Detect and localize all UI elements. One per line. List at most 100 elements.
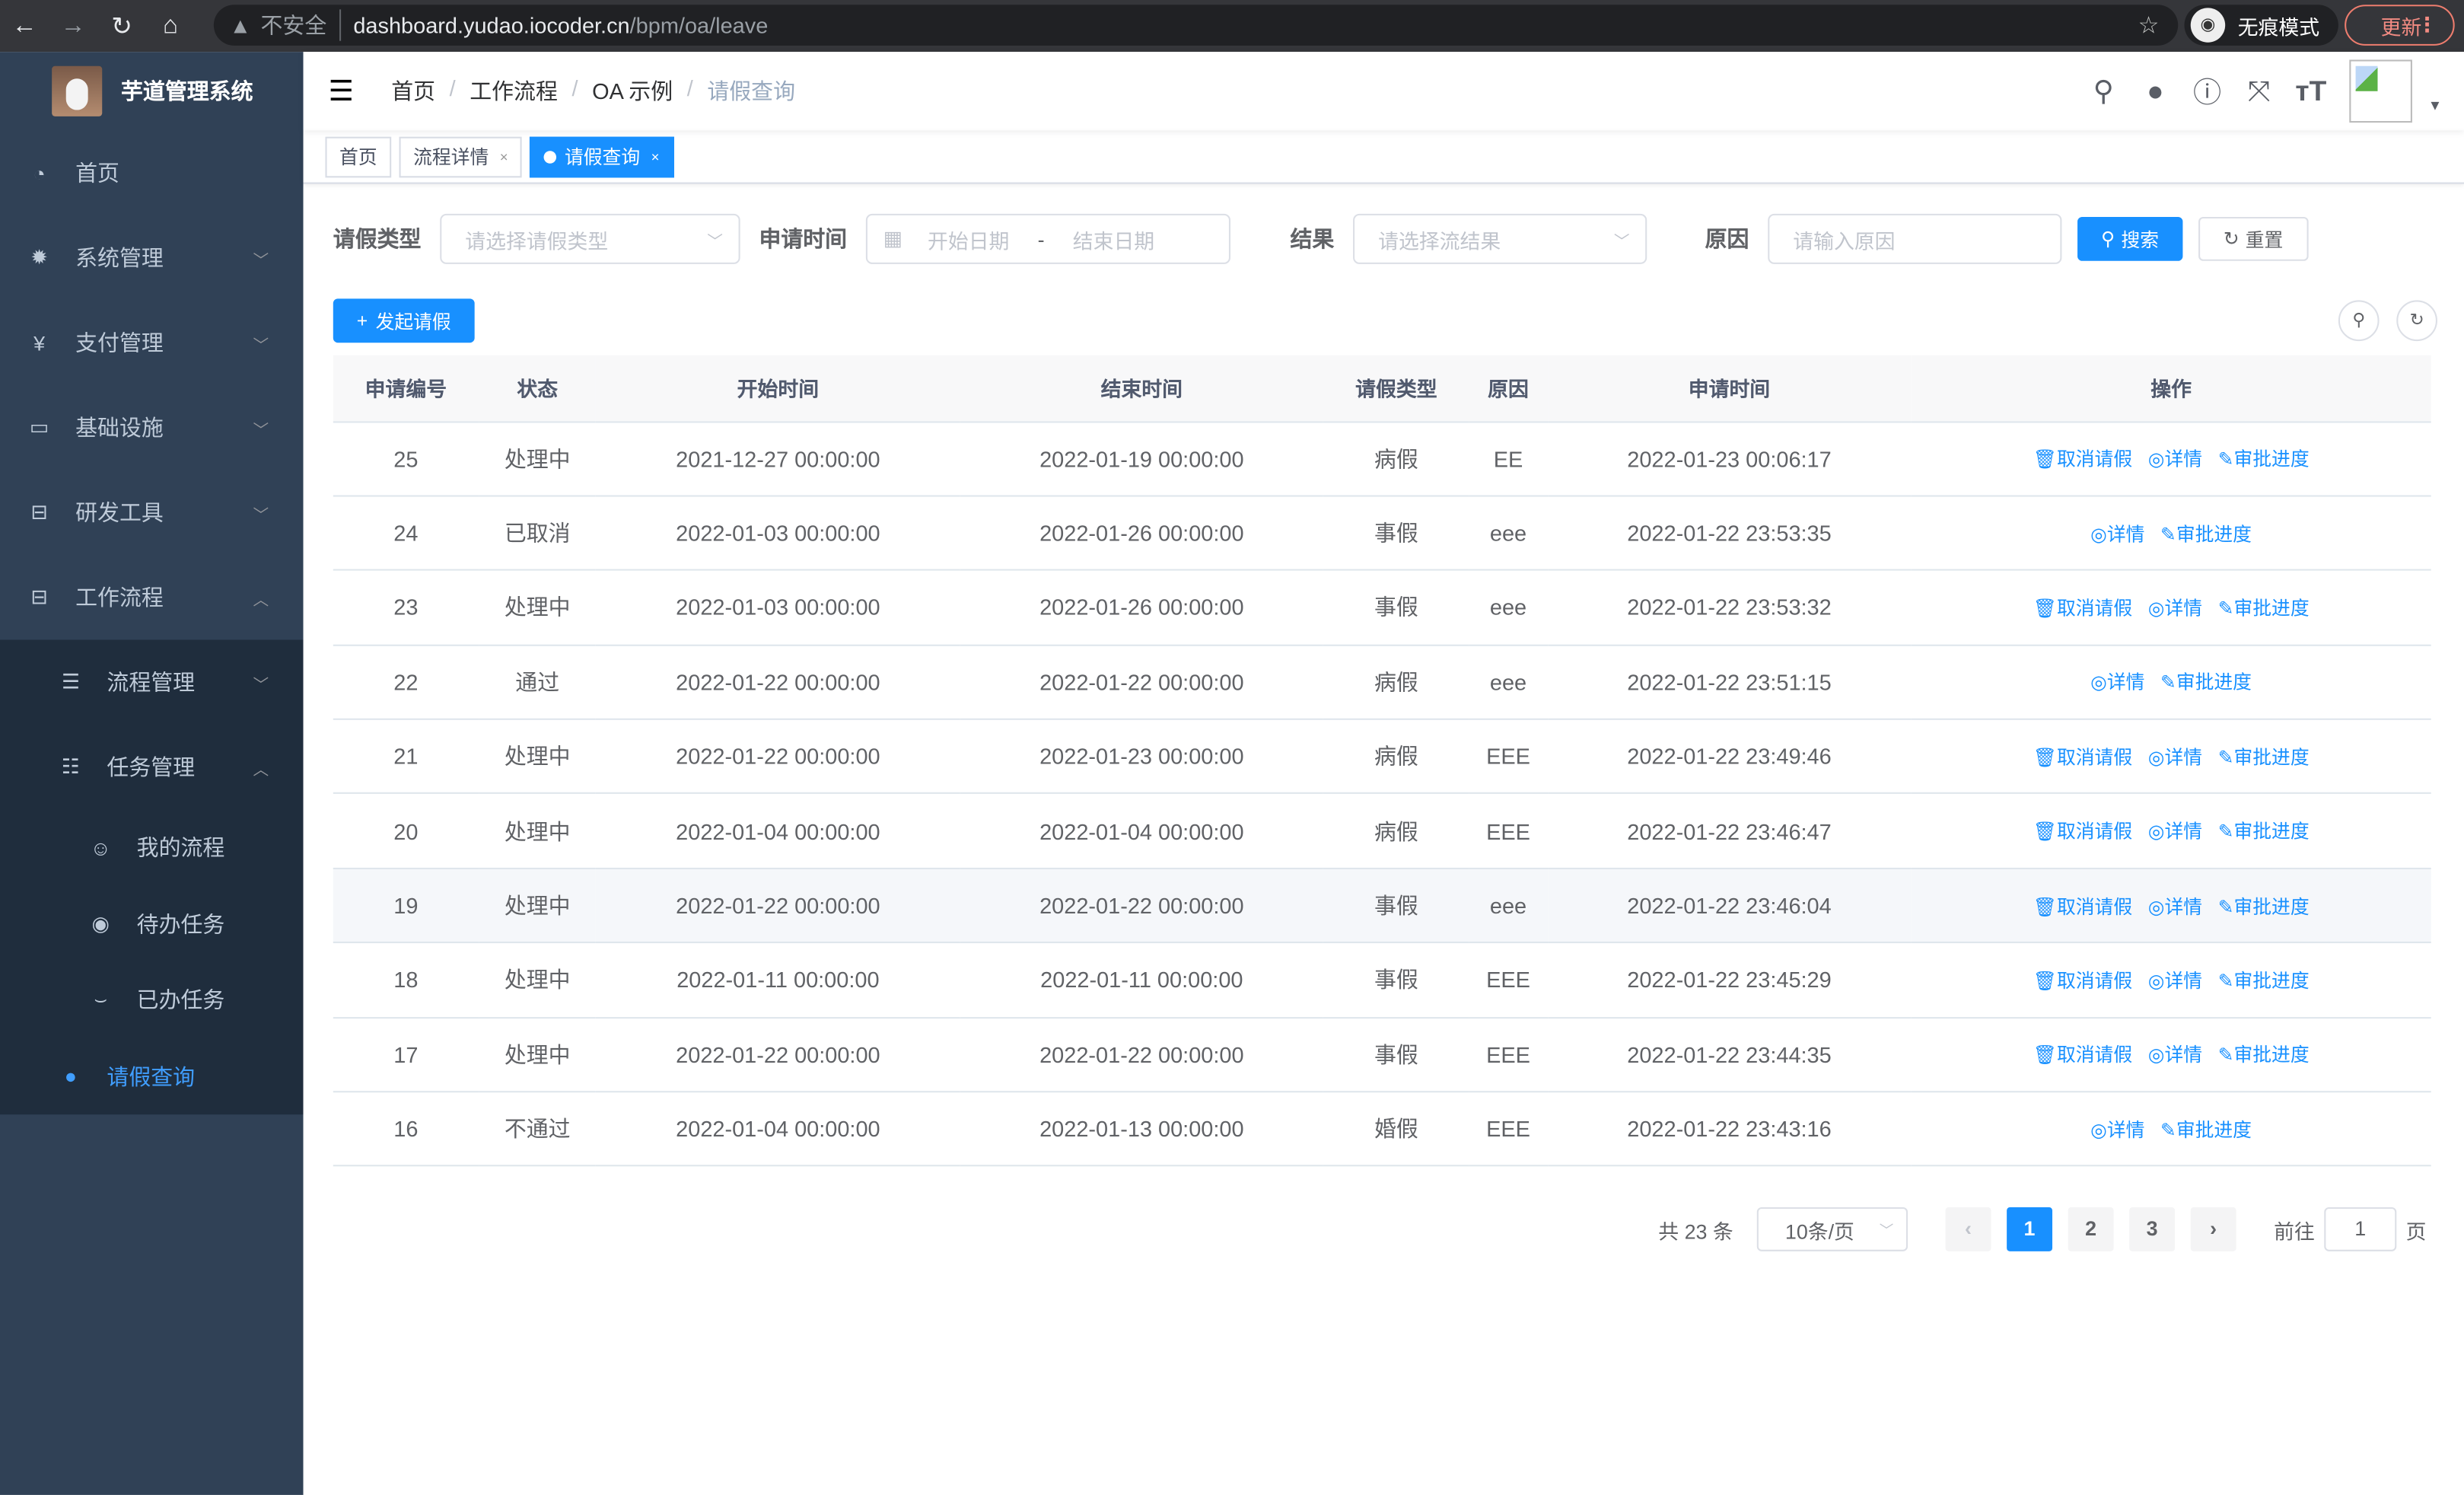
sidebar-item-bpm[interactable]: ⊟ 工作流程 ︿ [0,555,304,640]
sidebar-item-leave[interactable]: ● 请假查询 [0,1038,304,1114]
page-1[interactable]: 1 [2007,1207,2052,1251]
sidebar-item-home[interactable]: ◔ 首页 [0,130,304,215]
cancel-leave-button[interactable]: 🗑︎取消请假 [2033,598,2133,620]
caret-down-icon[interactable]: ▼ [2427,97,2443,113]
cancel-leave-button[interactable]: 🗑︎取消请假 [2033,970,2133,992]
progress-button[interactable]: ✎审批进度 [2218,448,2310,470]
table-row[interactable]: 21 处理中 2022-01-22 00:00:00 2022-01-23 00:00… [333,719,2431,795]
progress-button[interactable]: ✎审批进度 [2218,821,2310,843]
add-leave-button[interactable]: + 发起请假 [333,298,475,343]
page-2[interactable]: 2 [2068,1207,2114,1251]
progress-button[interactable]: ✎审批进度 [2160,1119,2252,1141]
detail-button[interactable]: ◎详情 [2090,1119,2144,1141]
breadcrumb-item[interactable]: OA 示例 [592,78,673,104]
detail-button[interactable]: ◎详情 [2148,970,2202,992]
tag-leave[interactable]: 请假查询 × [530,135,674,177]
start-date-input[interactable]: 开始日期 [928,228,1010,253]
reload-icon[interactable]: ↻ [111,13,132,40]
refresh-icon[interactable]: ↻ [2396,300,2437,342]
sidebar-item-pay[interactable]: ¥ 支付管理 ﹀ [0,300,304,385]
sidebar-item-task-manage[interactable]: ☷ 任务管理 ︿ [0,725,304,810]
sidebar-item-tool[interactable]: ⊟ 研发工具 ﹀ [0,470,304,555]
table-row[interactable]: 22 通过 2022-01-22 00:00:00 2022-01-22 00:00:… [333,645,2431,720]
table-row[interactable]: 25 处理中 2021-12-27 00:00:00 2022-01-19 00:00… [333,421,2431,497]
progress-button[interactable]: ✎审批进度 [2218,598,2310,620]
reason-input[interactable]: 请输入原因 [1768,213,2062,264]
date-range-picker[interactable]: ▦ 开始日期 - 结束日期 [865,213,1230,264]
detail-button[interactable]: ◎详情 [2148,895,2202,917]
page-size-select[interactable]: 10条/页 ﹀ [1756,1207,1908,1251]
detail-button[interactable]: ◎详情 [2148,821,2202,843]
progress-button[interactable]: ✎审批进度 [2160,523,2252,545]
breadcrumb-item[interactable]: 工作流程 [470,78,558,104]
table-row[interactable]: 23 处理中 2022-01-03 00:00:00 2022-01-26 00:00… [333,570,2431,646]
table-cell: 2022-01-11 00:00:00 [596,942,960,1018]
result-select[interactable]: 请选择流结果 ﹀ [1353,213,1647,264]
leave-type-select[interactable]: 请选择请假类型 ﹀ [440,213,740,264]
tag-process-detail[interactable]: 流程详情 × [399,135,523,177]
sidebar-item-system[interactable]: ✹ 系统管理 ﹀ [0,215,304,301]
table-cell: eee [1469,868,1548,944]
tag-home[interactable]: 首页 [325,135,392,177]
logo[interactable]: 芋道管理系统 [0,52,304,130]
table-row[interactable]: 16 不通过 2022-01-04 00:00:00 2022-01-13 00:00… [333,1092,2431,1168]
back-icon[interactable]: ← [11,11,37,39]
sidebar-item-infra[interactable]: ▭ 基础设施 ﹀ [0,385,304,470]
home-icon[interactable]: ⌂ [163,11,179,39]
close-icon[interactable]: × [499,148,508,164]
cancel-leave-button[interactable]: 🗑︎取消请假 [2033,746,2133,768]
cancel-leave-button[interactable]: 🗑︎取消请假 [2033,821,2133,843]
toggle-search-icon[interactable]: ⚲ [2338,300,2380,342]
cancel-leave-button[interactable]: 🗑︎取消请假 [2033,1044,2133,1066]
search-icon[interactable]: ⚲ [2093,75,2114,107]
address-bar[interactable]: ▲ 不安全 dashboard.yudao.iocoder.cn/bpm/oa/… [213,5,2179,46]
detail-button[interactable]: ◎详情 [2148,448,2202,470]
table-row[interactable]: 19 处理中 2022-01-22 00:00:00 2022-01-22 00:00… [333,868,2431,944]
progress-button[interactable]: ✎审批进度 [2218,1044,2310,1066]
table-cell: 23 [333,570,479,646]
next-page-button[interactable]: › [2190,1207,2236,1251]
table-cell: 处理中 [479,1017,597,1093]
menu-label: 工作流程 [75,585,164,610]
avatar[interactable] [2349,59,2413,123]
detail-button[interactable]: ◎详情 [2090,523,2144,545]
close-icon[interactable]: × [651,148,660,164]
cancel-leave-button[interactable]: 🗑︎取消请假 [2033,448,2133,470]
progress-button[interactable]: ✎审批进度 [2218,970,2310,992]
update-button[interactable]: 更新 ⋮ [2345,5,2455,46]
detail-button[interactable]: ◎详情 [2148,1044,2202,1066]
detail-button[interactable]: ◎详情 [2148,598,2202,620]
progress-button[interactable]: ✎审批进度 [2218,895,2310,917]
table-row[interactable]: 17 处理中 2022-01-22 00:00:00 2022-01-22 00:00… [333,1017,2431,1093]
incognito-badge[interactable]: ◉ 无痕模式 [2184,5,2338,46]
table-cell: 2022-01-22 00:00:00 [596,645,960,720]
eye-icon: ◉ [91,911,110,936]
search-button[interactable]: ⚲ 搜索 [2077,216,2183,261]
fullscreen-icon[interactable]: ⤧ [2247,75,2271,107]
detail-button[interactable]: ◎详情 [2148,746,2202,768]
cancel-leave-button[interactable]: 🗑︎取消请假 [2033,895,2133,917]
sidebar-item-my-process[interactable]: ☺ 我的流程 [0,810,304,886]
forward-icon[interactable]: → [60,11,86,39]
breadcrumb-item[interactable]: 首页 [391,78,436,104]
table-row[interactable]: 20 处理中 2022-01-04 00:00:00 2022-01-04 00:00… [333,793,2431,869]
goto-page-input[interactable]: 1 [2324,1207,2397,1251]
detail-button[interactable]: ◎详情 [2090,672,2144,694]
table-row[interactable]: 18 处理中 2022-01-11 00:00:00 2022-01-11 00:00… [333,942,2431,1018]
end-date-input[interactable]: 结束日期 [1072,228,1155,253]
reset-button[interactable]: ↻ 重置 [2198,216,2309,261]
sidebar-item-done[interactable]: ⌣ 已办任务 [0,962,304,1038]
sidebar-item-todo[interactable]: ◉ 待办任务 [0,886,304,962]
bookmark-star-icon[interactable]: ☆ [2138,12,2160,40]
table-row[interactable]: 24 已取消 2022-01-03 00:00:00 2022-01-26 00:00… [333,496,2431,572]
help-icon[interactable]: ⓘ [2193,77,2222,109]
task-icon: ☷ [61,754,80,779]
prev-page-button[interactable]: ‹ [1945,1207,1991,1251]
github-icon[interactable]: ● [2147,75,2164,107]
progress-button[interactable]: ✎审批进度 [2218,746,2310,768]
progress-button[interactable]: ✎审批进度 [2160,672,2252,694]
sidebar-item-process-manage[interactable]: ☰ 流程管理 ﹀ [0,639,304,725]
page-3[interactable]: 3 [2129,1207,2176,1251]
hamburger-icon[interactable]: ☰ [328,75,354,107]
font-size-icon[interactable]: ᴛT [2295,75,2327,107]
